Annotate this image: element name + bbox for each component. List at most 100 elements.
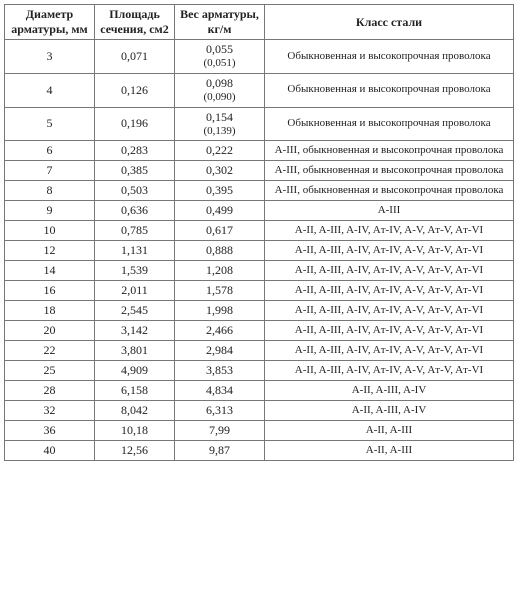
cell-diameter: 7 (5, 161, 95, 181)
cell-weight: 6,313 (175, 401, 265, 421)
weight-value: 2,984 (206, 343, 233, 357)
cell-area: 0,283 (95, 141, 175, 161)
weight-value: 6,313 (206, 403, 233, 417)
cell-diameter: 3 (5, 40, 95, 74)
weight-value: 0,617 (206, 223, 233, 237)
table-row: 223,801 2,984 A-II, A-III, A-IV, Aт-IV, A-… (5, 341, 514, 361)
cell-steel-class: A-III, обыкновенная и высокопрочная пров… (265, 161, 514, 181)
cell-diameter: 4 (5, 73, 95, 107)
cell-area: 0,636 (95, 201, 175, 221)
cell-diameter: 25 (5, 361, 95, 381)
cell-weight: 1,208 (175, 261, 265, 281)
cell-steel-class: A-II, A-III, A-IV, Aт-IV, A-V, Aт-V, Aт-… (265, 321, 514, 341)
cell-steel-class: Обыкновенная и высокопрочная проволока (265, 107, 514, 141)
header-diameter: Диаметр арматуры, мм (5, 5, 95, 40)
cell-area: 1,131 (95, 241, 175, 261)
cell-steel-class: Обыкновенная и высокопрочная проволока (265, 40, 514, 74)
cell-weight: 4,834 (175, 381, 265, 401)
cell-weight: 0,055(0,051) (175, 40, 265, 74)
table-row: 70,385 0,302 A-III, обыкновенная и высокоп… (5, 161, 514, 181)
cell-steel-class: A-II, A-III, A-IV (265, 381, 514, 401)
cell-weight: 1,578 (175, 281, 265, 301)
table-row: 286,158 4,834 A-II, A-III, A-IV (5, 381, 514, 401)
cell-steel-class: A-II, A-III (265, 441, 514, 461)
header-area: Площадь сечения, см2 (95, 5, 175, 40)
table-row: 4012,569,87A-II, A-III (5, 441, 514, 461)
cell-weight: 0,617 (175, 221, 265, 241)
cell-area: 0,126 (95, 73, 175, 107)
table-header: Диаметр арматуры, мм Площадь сечения, см… (5, 5, 514, 40)
weight-value: 0,499 (206, 203, 233, 217)
cell-steel-class: A-II, A-III, A-IV, Aт-IV, A-V, Aт-V, Aт-… (265, 341, 514, 361)
rebar-table: Диаметр арматуры, мм Площадь сечения, см… (4, 4, 514, 461)
cell-diameter: 8 (5, 181, 95, 201)
table-row: 30,0710,055(0,051)Обыкновенная и высокоп… (5, 40, 514, 74)
cell-weight: 7,99 (175, 421, 265, 441)
weight-value: 1,578 (206, 283, 233, 297)
weight-value: 9,87 (209, 443, 230, 457)
cell-area: 0,785 (95, 221, 175, 241)
cell-diameter: 12 (5, 241, 95, 261)
header-weight: Вес арматуры, кг/м (175, 5, 265, 40)
cell-area: 0,385 (95, 161, 175, 181)
cell-diameter: 6 (5, 141, 95, 161)
cell-diameter: 20 (5, 321, 95, 341)
weight-value: 2,466 (206, 323, 233, 337)
weight-value: 0,302 (206, 163, 233, 177)
table-row: 203,142 2,466 A-II, A-III, A-IV, Aт-IV, A-… (5, 321, 514, 341)
cell-weight: 9,87 (175, 441, 265, 461)
cell-steel-class: A-II, A-III, A-IV, Aт-IV, A-V, Aт-V, Aт-… (265, 281, 514, 301)
cell-area: 4,909 (95, 361, 175, 381)
cell-area: 2,545 (95, 301, 175, 321)
cell-steel-class: A-II, A-III, A-IV, Aт-IV, A-V, Aт-V, Aт-… (265, 261, 514, 281)
cell-diameter: 5 (5, 107, 95, 141)
table-row: 90,636 0,499 A-III (5, 201, 514, 221)
cell-diameter: 18 (5, 301, 95, 321)
table-row: 182,5451,998A-II, A-III, A-IV, Aт-IV, A-… (5, 301, 514, 321)
cell-diameter: 16 (5, 281, 95, 301)
table-row: 60,283 0,222 A-III, обыкновенная и высокоп… (5, 141, 514, 161)
table-row: 162,0111,578A-II, A-III, A-IV, Aт-IV, A-… (5, 281, 514, 301)
weight-value: 0,888 (206, 243, 233, 257)
weight-value: 0,395 (206, 183, 233, 197)
cell-steel-class: A-II, A-III, A-IV, Aт-IV, A-V, Aт-V, Aт-… (265, 301, 514, 321)
table-row: 40,1260,098(0,090)Обыкновенная и высокоп… (5, 73, 514, 107)
table-row: 50,1960,154(0,139)Обыкновенная и высокоп… (5, 107, 514, 141)
weight-subvalue: (0,090) (179, 91, 260, 105)
cell-area: 3,801 (95, 341, 175, 361)
cell-steel-class: A-II, A-III, A-IV, Aт-IV, A-V, Aт-V, Aт-… (265, 361, 514, 381)
cell-weight: 0,154(0,139) (175, 107, 265, 141)
cell-weight: 1,998 (175, 301, 265, 321)
cell-diameter: 28 (5, 381, 95, 401)
cell-area: 0,071 (95, 40, 175, 74)
weight-value: 0,222 (206, 143, 233, 157)
table-row: 141,5391,208A-II, A-III, A-IV, Aт-IV, A-… (5, 261, 514, 281)
table-body: 30,0710,055(0,051)Обыкновенная и высокоп… (5, 40, 514, 461)
cell-diameter: 9 (5, 201, 95, 221)
cell-steel-class: A-III, обыкновенная и высокопрочная пров… (265, 141, 514, 161)
cell-weight: 3,853 (175, 361, 265, 381)
cell-diameter: 22 (5, 341, 95, 361)
cell-steel-class: A-III (265, 201, 514, 221)
table-row: 100,785 0,617 A-II, A-III, A-IV, Aт-IV, A-… (5, 221, 514, 241)
cell-steel-class: A-II, A-III, A-IV, Aт-IV, A-V, Aт-V, Aт-… (265, 241, 514, 261)
table-row: 121,131 0,888 A-II, A-III, A-IV, Aт-IV, A-… (5, 241, 514, 261)
cell-weight: 0,098(0,090) (175, 73, 265, 107)
table-row: 328,0426,313A-II, A-III, A-IV (5, 401, 514, 421)
header-steel-class: Класс стали (265, 5, 514, 40)
weight-subvalue: (0,139) (179, 125, 260, 139)
cell-diameter: 10 (5, 221, 95, 241)
cell-weight: 0,888 (175, 241, 265, 261)
cell-steel-class: Обыкновенная и высокопрочная проволока (265, 73, 514, 107)
cell-area: 1,539 (95, 261, 175, 281)
cell-area: 6,158 (95, 381, 175, 401)
cell-area: 0,196 (95, 107, 175, 141)
cell-area: 8,042 (95, 401, 175, 421)
cell-steel-class: A-II, A-III, A-IV, Aт-IV, A-V, Aт-V, Aт-… (265, 221, 514, 241)
cell-weight: 0,395 (175, 181, 265, 201)
cell-steel-class: A-II, A-III, A-IV (265, 401, 514, 421)
weight-value: 0,055 (206, 42, 233, 56)
weight-value: 4,834 (206, 383, 233, 397)
cell-diameter: 14 (5, 261, 95, 281)
cell-area: 3,142 (95, 321, 175, 341)
